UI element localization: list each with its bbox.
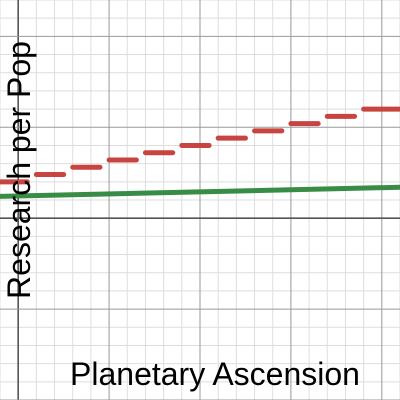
x-axis-label: Planetary Ascension xyxy=(70,356,360,392)
series-layer xyxy=(0,106,400,199)
green-series-line xyxy=(0,184,400,199)
y-axis-label: Research per Pop xyxy=(1,41,37,299)
